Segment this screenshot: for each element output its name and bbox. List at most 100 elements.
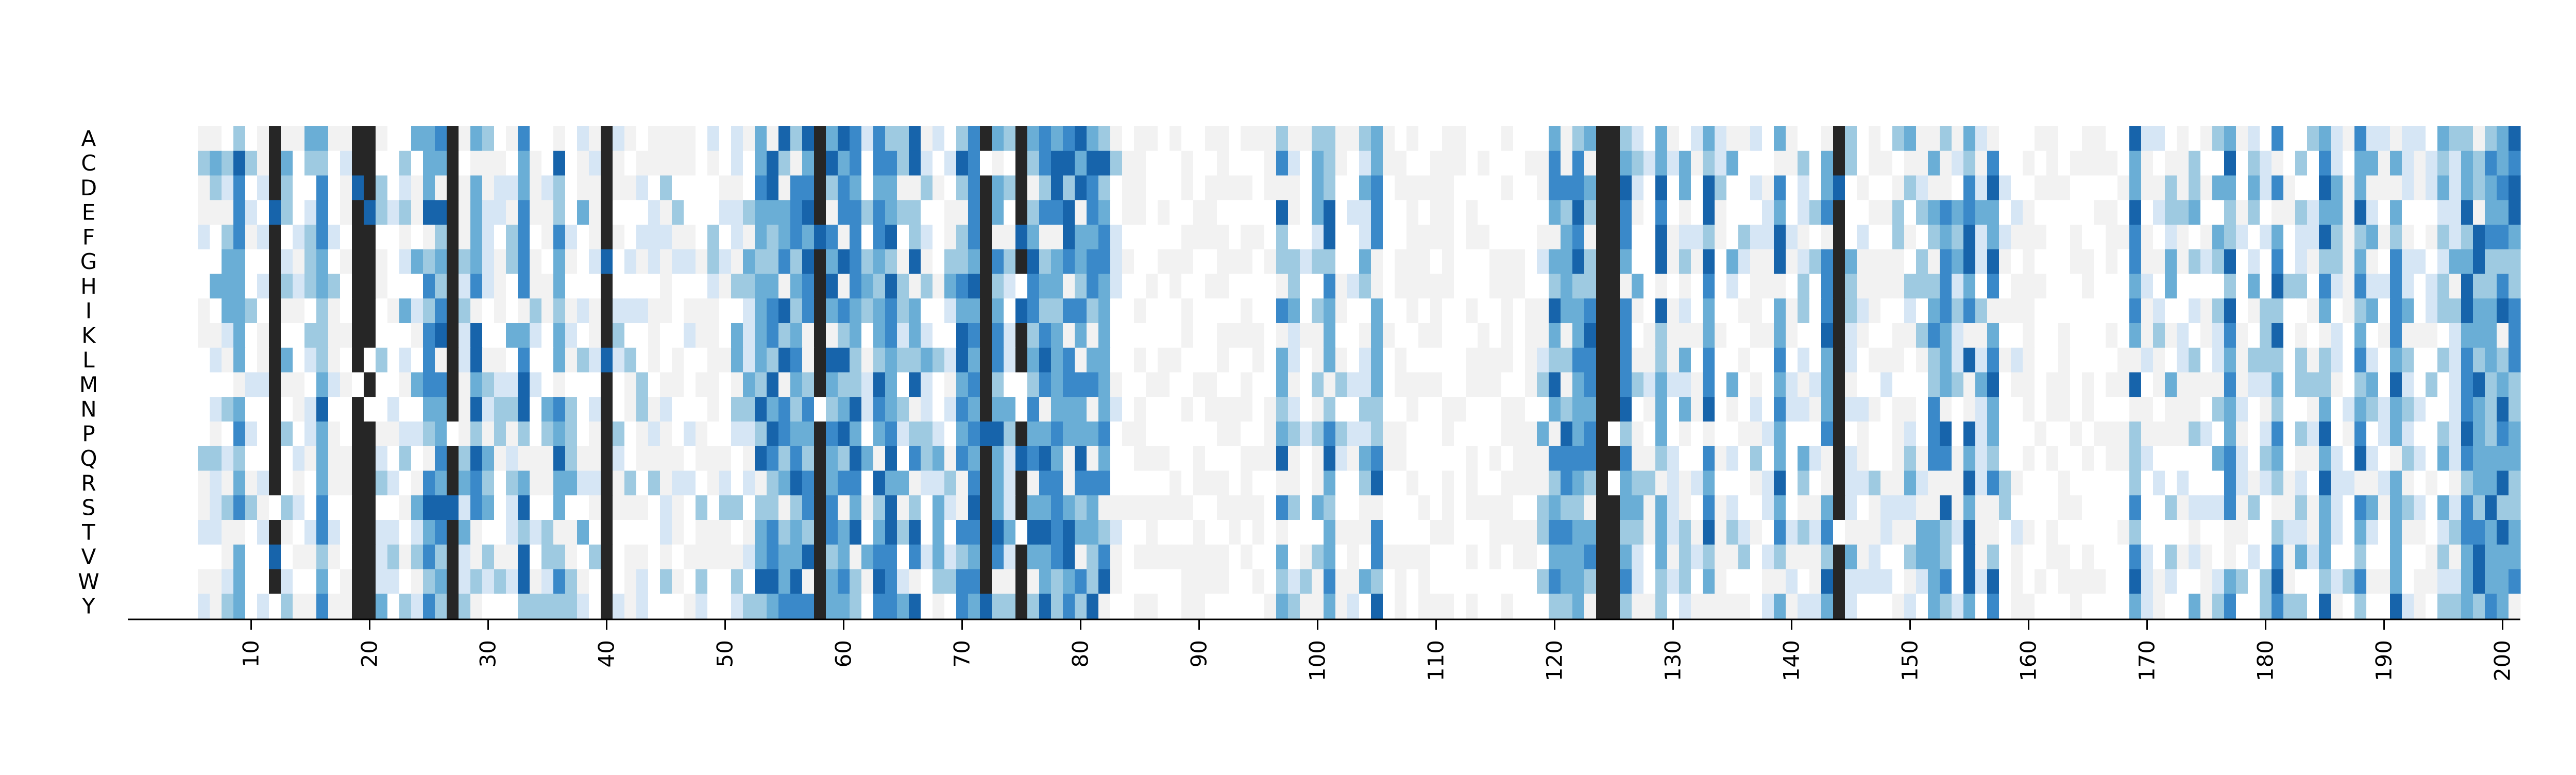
heatmap-cell (1264, 569, 1277, 594)
heatmap-cell (1383, 323, 1395, 348)
heatmap-cell (2509, 594, 2521, 619)
heatmap-cell (2485, 126, 2497, 151)
heatmap-cell (1324, 594, 1336, 619)
heatmap-cell (2224, 594, 2236, 619)
heatmap-cell (873, 495, 886, 520)
heatmap-cell (1703, 594, 1715, 619)
heatmap-cell (506, 397, 518, 422)
heatmap-cell (2106, 422, 2118, 447)
heatmap-cell (992, 225, 1004, 250)
heatmap-cell (1039, 594, 1052, 619)
heatmap-cell (1975, 347, 1988, 373)
heatmap-cell (1241, 126, 1253, 151)
heatmap-cell (826, 544, 838, 570)
heatmap-cell (1015, 175, 1028, 200)
heatmap-cell (2354, 298, 2367, 324)
heatmap-cell (2283, 520, 2296, 545)
heatmap-cell (2070, 298, 2082, 324)
heatmap-cell (1027, 520, 1040, 545)
heatmap-cell (1549, 150, 1561, 176)
heatmap-cell (601, 200, 613, 225)
heatmap-cell (2094, 347, 2106, 373)
heatmap-cell (1324, 347, 1336, 373)
heatmap-cell (364, 175, 376, 200)
heatmap-cell (861, 372, 874, 397)
heatmap-cell (1904, 126, 1917, 151)
heatmap-cell (376, 225, 388, 250)
heatmap-cell (1312, 446, 1324, 471)
heatmap-cell (2141, 594, 2154, 619)
heatmap-cell (814, 594, 826, 619)
heatmap-cell (1158, 422, 1170, 447)
heatmap-cell (980, 544, 992, 570)
heatmap-cell (530, 298, 542, 324)
heatmap-cell (376, 397, 388, 422)
heatmap-cell (2141, 470, 2154, 496)
heatmap-cell (1561, 175, 1573, 200)
heatmap-cell (2473, 544, 2485, 570)
heatmap-cell (1762, 594, 1774, 619)
heatmap-cell (1217, 569, 1229, 594)
heatmap-cell (2224, 422, 2236, 447)
heatmap-cell (1170, 126, 1182, 151)
heatmap-cell (2200, 446, 2213, 471)
heatmap-cell (2307, 347, 2319, 373)
heatmap-cell (1620, 397, 1632, 422)
heatmap-cell (624, 225, 637, 250)
heatmap-cell (1134, 422, 1146, 447)
heatmap-cell (399, 446, 412, 471)
heatmap-cell (1122, 594, 1134, 619)
heatmap-cell (1217, 495, 1229, 520)
heatmap-cell (601, 569, 613, 594)
heatmap-cell (2307, 594, 2319, 619)
heatmap-cell (2343, 323, 2355, 348)
heatmap-cell (897, 544, 909, 570)
heatmap-cell (1572, 175, 1585, 200)
heatmap-cell (944, 274, 957, 299)
heatmap-cell (2414, 569, 2426, 594)
heatmap-cell (435, 422, 447, 447)
heatmap-cell (1264, 594, 1277, 619)
y-tick-label: C (81, 150, 96, 176)
heatmap-cell (719, 274, 732, 299)
heatmap-cell (1975, 298, 1988, 324)
heatmap-cell (1584, 544, 1597, 570)
heatmap-cell (1667, 495, 1680, 520)
heatmap-cell (2343, 569, 2355, 594)
heatmap-cell (2461, 323, 2473, 348)
heatmap-cell (743, 422, 755, 447)
heatmap-cell (2343, 126, 2355, 151)
heatmap-cell (316, 470, 329, 496)
heatmap-cell (1679, 397, 1691, 422)
heatmap-cell (1572, 397, 1585, 422)
heatmap-cell (1027, 150, 1040, 176)
heatmap-cell (1561, 594, 1573, 619)
heatmap-cell (790, 249, 803, 275)
heatmap-cell (1987, 470, 1999, 496)
heatmap-cell (589, 495, 601, 520)
heatmap-cell (328, 372, 341, 397)
heatmap-cell (624, 150, 637, 176)
heatmap-cell (2295, 249, 2308, 275)
heatmap-cell (2212, 520, 2225, 545)
heatmap-cell (1015, 470, 1028, 496)
heatmap-cell (1892, 323, 1905, 348)
heatmap-cell (992, 520, 1004, 545)
heatmap-cell (613, 446, 625, 471)
heatmap-cell (968, 274, 980, 299)
heatmap-cell (1359, 249, 1371, 275)
heatmap-cell (2437, 225, 2450, 250)
heatmap-cell (636, 569, 649, 594)
heatmap-cell (541, 150, 554, 176)
heatmap-cell (1869, 422, 1881, 447)
heatmap-cell (530, 470, 542, 496)
heatmap-cell (2295, 225, 2308, 250)
heatmap-cell (2331, 347, 2343, 373)
heatmap-cell (1406, 495, 1419, 520)
heatmap-cell (672, 544, 684, 570)
heatmap-cell (1738, 200, 1751, 225)
heatmap-cell (719, 323, 732, 348)
heatmap-cell (1572, 594, 1585, 619)
heatmap-cell (601, 544, 613, 570)
heatmap-cell (2117, 323, 2130, 348)
